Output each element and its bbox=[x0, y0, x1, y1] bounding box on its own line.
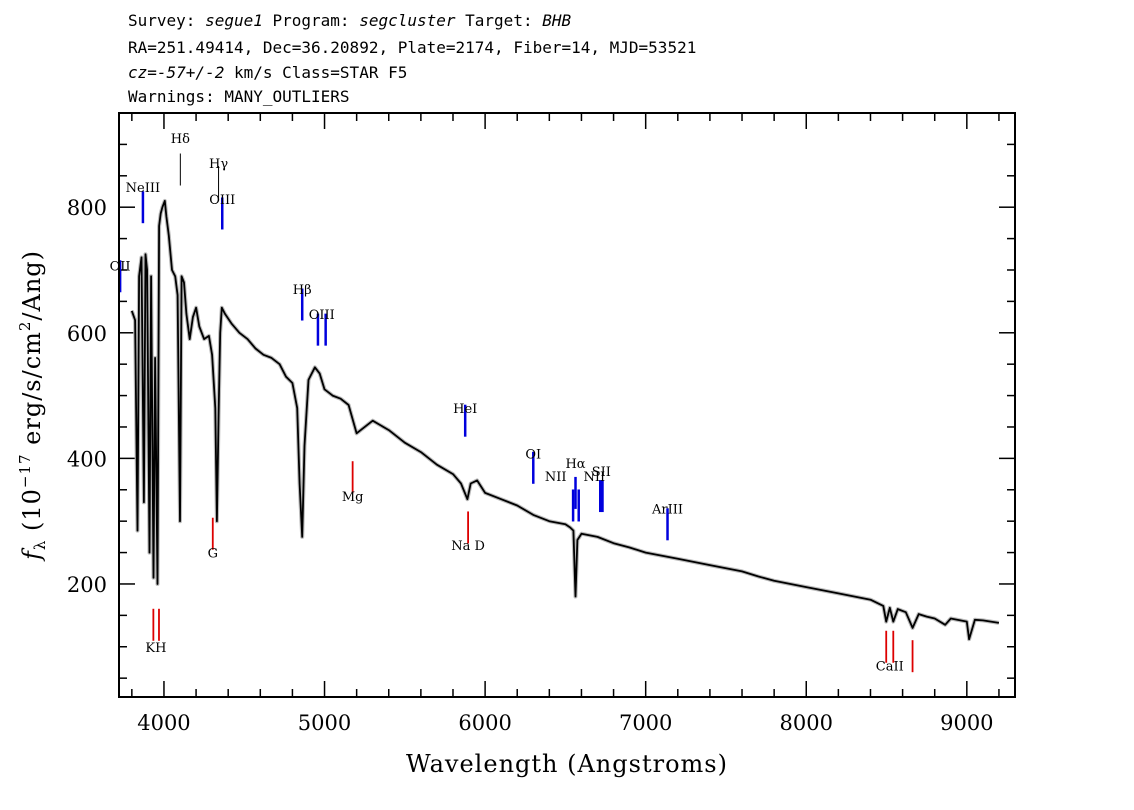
line-label: Hδ bbox=[171, 132, 190, 147]
x-axis-title: Wavelength (Angstroms) bbox=[406, 750, 728, 778]
y-axis-title: fλ (10−17 erg/s/cm2/Ang) bbox=[16, 250, 49, 562]
line-label: HeI bbox=[453, 402, 477, 417]
y-axis-f: f bbox=[18, 547, 46, 562]
header-line-2: RA=251.49414, Dec=36.20892, Plate=2174, … bbox=[128, 38, 697, 57]
line-label: Mg bbox=[342, 490, 364, 505]
line-label: KH bbox=[145, 641, 166, 656]
line-label: SII bbox=[592, 465, 611, 480]
program-value: segcluster bbox=[359, 11, 456, 30]
header-line-3: cz=-57+/-2 km/s Class=STAR F5 bbox=[128, 62, 407, 84]
x-tick-label: 9000 bbox=[940, 711, 993, 735]
line-label: Hα bbox=[565, 457, 585, 472]
axis-ticks: 4000 5000 6000 7000 8000 9000 200 400 600 800 bbox=[67, 112, 1015, 735]
y-axis-close: /Ang) bbox=[18, 250, 46, 321]
line-label: Hγ bbox=[209, 157, 228, 172]
x-tick-label: 4000 bbox=[137, 711, 190, 735]
plot-frame bbox=[118, 112, 1016, 698]
x-tick-label: 5000 bbox=[298, 711, 351, 735]
y-tick-label: 600 bbox=[67, 322, 107, 346]
y-axis-lambda: λ bbox=[31, 540, 49, 551]
x-tick-label: 8000 bbox=[780, 711, 833, 735]
y-axis-sq: 2 bbox=[16, 321, 34, 332]
line-label: OII bbox=[110, 260, 131, 275]
y-tick-label: 400 bbox=[67, 447, 107, 471]
line-label: ArIII bbox=[651, 503, 683, 518]
line-label: OIII bbox=[309, 308, 335, 323]
line-label: NeIII bbox=[126, 181, 160, 196]
y-tick-label: 200 bbox=[67, 573, 107, 597]
target-value: BHB bbox=[542, 11, 572, 30]
line-label: NII bbox=[583, 470, 605, 485]
target-label: Target: bbox=[455, 11, 543, 30]
line-label: Na D bbox=[451, 539, 485, 554]
spectrum-error-band bbox=[129, 198, 1000, 642]
header-line-1: Survey: segue1 Program: segcluster Targe… bbox=[128, 10, 571, 32]
y-axis-exp: −17 bbox=[16, 453, 34, 488]
spectrum-series bbox=[129, 198, 1000, 642]
x-tick-label: 6000 bbox=[458, 711, 511, 735]
survey-value: segue1 bbox=[205, 11, 263, 30]
line-label: CaII bbox=[876, 660, 904, 675]
line-markers bbox=[118, 153, 914, 673]
spectrum-line bbox=[130, 199, 1000, 641]
y-axis-open: (10 bbox=[18, 488, 46, 540]
program-label: Program: bbox=[262, 11, 360, 30]
header-line-4: Warnings: MANY_OUTLIERS bbox=[128, 87, 350, 106]
class-value: km/s Class=STAR F5 bbox=[224, 63, 408, 82]
cz-value: cz=-57+/-2 bbox=[128, 63, 225, 82]
survey-label: Survey: bbox=[128, 11, 206, 30]
x-tick-label: 7000 bbox=[619, 711, 672, 735]
y-axis-mid: erg/s/cm bbox=[18, 331, 46, 453]
line-label: Hβ bbox=[293, 283, 312, 298]
line-label: NII bbox=[545, 470, 567, 485]
line-label: G bbox=[208, 547, 218, 562]
line-label: OI bbox=[525, 447, 541, 462]
line-labels: OIINeIIIHδHγOIIIHβOIIIHeIOINIIHαNIISIIAr… bbox=[110, 132, 904, 674]
y-tick-label: 800 bbox=[67, 196, 107, 220]
line-label: OIII bbox=[209, 193, 235, 208]
